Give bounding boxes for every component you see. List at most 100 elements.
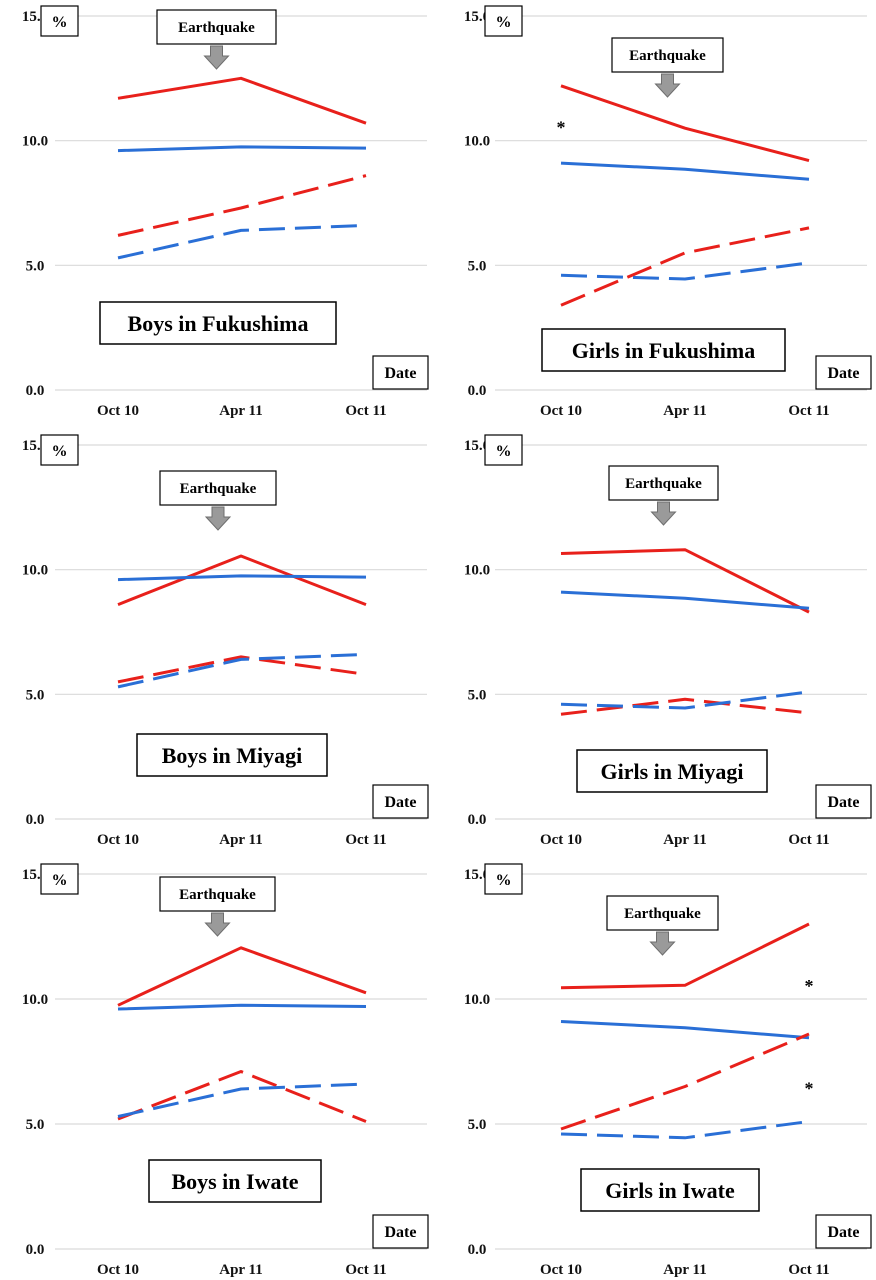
x-tick-label: Apr 11: [219, 403, 262, 419]
solid-series-line: [560, 84, 810, 163]
x-tick-label: Oct 11: [788, 832, 829, 848]
dashed-series-line: [117, 652, 367, 689]
solid-series-line: [560, 161, 810, 181]
solid-series-line: [117, 1003, 367, 1011]
xlabel: Date: [828, 794, 860, 811]
xlabel: Date: [828, 365, 860, 382]
dashed-series-line: [117, 174, 367, 237]
solid-series-line: [117, 574, 367, 582]
y-tick-label: 0.0: [26, 1242, 45, 1258]
solid-series-line: [117, 946, 367, 1007]
y-tick-label: 15.0: [464, 438, 490, 454]
solid-series-line: [117, 554, 367, 606]
dashed-series-line: [117, 1082, 367, 1118]
significance-mark: *: [805, 976, 814, 996]
chart-title: Boys in Fukushima: [128, 311, 309, 336]
y-tick-label: 0.0: [26, 812, 45, 828]
dashed-series-line: [117, 655, 367, 684]
annotation-box: [156, 9, 277, 45]
annotation-box: [159, 876, 276, 912]
annotation-label: Earthquake: [178, 20, 255, 36]
y-tick-label: 10.0: [464, 134, 490, 150]
dashed-series-line: [560, 697, 810, 716]
ylabel: %: [52, 443, 68, 460]
y-tick-label: 5.0: [468, 1117, 487, 1133]
y-tick-label: 10.0: [464, 563, 490, 579]
xlabel: Date: [385, 794, 417, 811]
x-tick-label: Oct 11: [345, 832, 386, 848]
dashed-series-line: [117, 223, 367, 260]
x-tick-label: Oct 11: [345, 403, 386, 419]
ylabel: %: [496, 872, 512, 889]
down-arrow-icon: [649, 931, 676, 956]
ylabel: %: [496, 14, 512, 31]
solid-series-line: [560, 590, 810, 610]
annotation-box: [608, 465, 719, 501]
chart-title: Girls in Fukushima: [572, 338, 755, 363]
solid-series-line: [560, 548, 810, 614]
xlabel-box: [372, 1214, 429, 1249]
y-tick-label: 0.0: [26, 383, 45, 399]
solid-series-line: [117, 76, 367, 125]
ylabel: %: [52, 872, 68, 889]
significance-mark: *: [805, 1079, 814, 1099]
xlabel: Date: [385, 365, 417, 382]
annotation-box: [159, 470, 277, 506]
y-tick-label: 10.0: [464, 992, 490, 1008]
dashed-series-line: [560, 690, 810, 710]
y-tick-label: 0.0: [468, 812, 487, 828]
solid-series-line: [560, 922, 810, 990]
xlabel-box: [815, 355, 872, 390]
annotation-label: Earthquake: [629, 48, 706, 64]
annotation-label: Earthquake: [179, 887, 256, 903]
ylabel-box: [40, 5, 79, 37]
xlabel: Date: [385, 1224, 417, 1241]
x-tick-label: Apr 11: [663, 403, 706, 419]
title-box: [99, 301, 337, 345]
title-box: [576, 749, 768, 793]
x-tick-label: Oct 10: [540, 832, 582, 848]
annotation-box: [606, 895, 719, 931]
x-tick-label: Oct 11: [788, 403, 829, 419]
down-arrow-icon: [204, 912, 231, 937]
chart-panel: 0.0 5.0 10.0 15.0 Oct 10 Apr 11 Oct 11 * *% Date E…: [464, 863, 872, 1278]
xlabel: Date: [828, 1224, 860, 1241]
y-tick-label: 5.0: [468, 258, 487, 274]
down-arrow-icon: [650, 501, 677, 526]
y-tick-label: 5.0: [26, 258, 45, 274]
ylabel-box: [484, 434, 523, 466]
ylabel-box: [40, 863, 79, 895]
y-tick-label: 10.0: [22, 134, 48, 150]
solid-series-line: [117, 145, 367, 153]
ylabel-box: [40, 434, 79, 466]
x-tick-label: Apr 11: [219, 832, 262, 848]
dashed-series-line: [560, 226, 810, 307]
ylabel-box: [484, 863, 523, 895]
annotation-label: Earthquake: [180, 481, 257, 497]
y-tick-label: 5.0: [26, 1117, 45, 1133]
x-tick-label: Apr 11: [219, 1262, 262, 1278]
dashed-series-line: [560, 1120, 810, 1140]
xlabel-box: [815, 1214, 872, 1249]
x-tick-label: Oct 10: [540, 1262, 582, 1278]
title-box: [580, 1168, 760, 1212]
chart-panel: 0.0 5.0 10.0 15.0 Oct 10 Apr 11 Oct 11 *% Date Ea…: [464, 5, 872, 419]
x-tick-label: Oct 10: [97, 403, 139, 419]
annotation-label: Earthquake: [624, 906, 701, 922]
annotation-label: Earthquake: [625, 476, 702, 492]
x-tick-label: Oct 10: [540, 403, 582, 419]
y-tick-label: 0.0: [468, 383, 487, 399]
title-box: [148, 1159, 322, 1203]
xlabel-box: [815, 784, 872, 819]
y-tick-label: 15.0: [464, 867, 490, 883]
chart-title: Boys in Miyagi: [162, 743, 303, 768]
title-box: [136, 733, 328, 777]
y-tick-label: 0.0: [468, 1242, 487, 1258]
ylabel: %: [496, 443, 512, 460]
significance-mark: *: [557, 118, 566, 138]
xlabel-box: [372, 784, 429, 819]
